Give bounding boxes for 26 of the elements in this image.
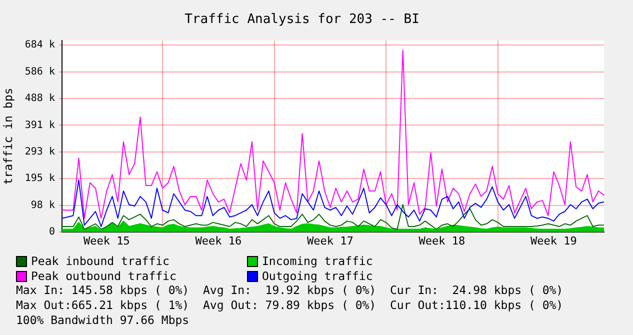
text: 100% Bandwidth 97.66 Mbps: [16, 313, 190, 327]
text: Cur Out:110.10 kbps ( 0%): [390, 298, 564, 312]
legend-label: Incoming traffic: [261, 254, 374, 268]
legend-label: Peak inbound traffic: [30, 254, 170, 268]
x-tick-label: Week 17: [307, 234, 354, 248]
chart-title: Traffic Analysis for 203 -- BI: [184, 12, 420, 28]
y-tick-label: 0: [48, 226, 55, 238]
y-tick-label: 488 k: [24, 93, 55, 104]
y-axis-title: traffic in bps: [0, 88, 15, 185]
x-tick-label: Week 16: [195, 234, 242, 248]
legend-label: Peak outbound traffic: [30, 269, 178, 283]
y-tick-label: 391 k: [24, 120, 55, 131]
x-tick-label: Week 18: [418, 234, 466, 248]
y-tick-label: 195 k: [24, 173, 55, 184]
x-tick-label: Week 15: [84, 234, 130, 248]
text: Avg Out: 79.89 kbps ( 0%): [203, 298, 378, 312]
text: Cur In: 24.98 kbps ( 0%): [390, 283, 564, 297]
legend-label: Outgoing traffic: [261, 269, 374, 283]
text: Avg In: 19.92 kbps ( 0%): [203, 283, 378, 297]
y-tick-label: 98 k: [30, 200, 55, 211]
x-tick-label: Week 19: [530, 234, 577, 248]
y-tick-label: 293 k: [24, 146, 55, 158]
y-tick-label: 586 k: [24, 66, 55, 78]
text: Max Out:665.21 kbps ( 1%): [16, 298, 190, 312]
text: Max In: 145.58 kbps ( 0%): [16, 283, 190, 297]
y-tick-label: 684 k: [24, 40, 55, 51]
